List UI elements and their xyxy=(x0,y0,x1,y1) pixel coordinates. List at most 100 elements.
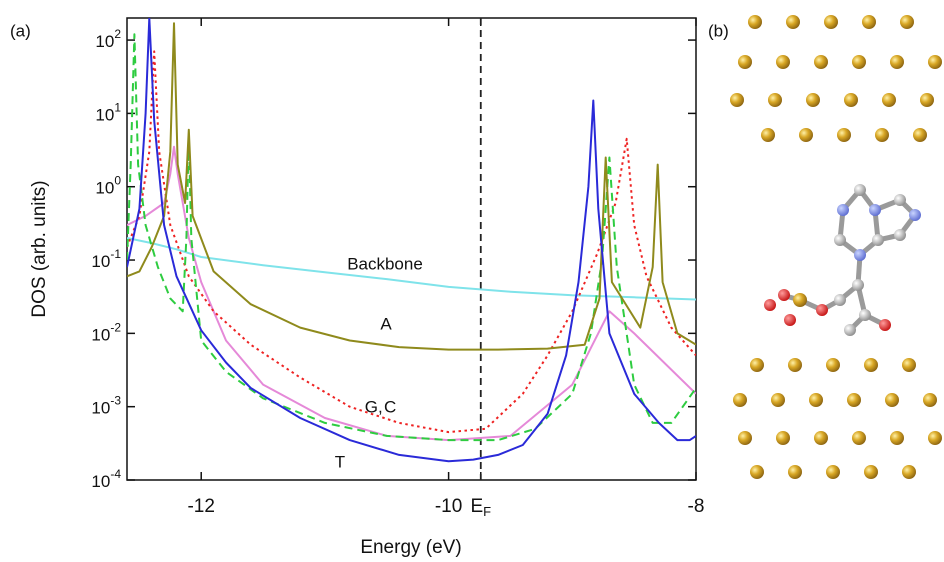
atom xyxy=(826,465,840,479)
atom xyxy=(852,279,864,291)
atom xyxy=(869,204,881,216)
atom xyxy=(809,393,823,407)
atom xyxy=(854,184,866,196)
x-tick-label: -10 xyxy=(435,496,462,517)
x-tick-base: E xyxy=(470,496,483,517)
x-tick-label: EF xyxy=(470,496,491,519)
y-tick-exponent: 0 xyxy=(114,174,121,188)
atom xyxy=(776,55,790,69)
atom xyxy=(859,309,871,321)
atom xyxy=(834,234,846,246)
y-tick-label: 10-1 xyxy=(91,247,121,271)
atom xyxy=(776,431,790,445)
y-tick-label: 100 xyxy=(95,174,121,198)
atom xyxy=(837,204,849,216)
atom xyxy=(879,319,891,331)
atom xyxy=(784,314,796,326)
y-tick-base: 10 xyxy=(91,399,110,418)
curve-label: A xyxy=(380,314,392,333)
atom xyxy=(764,299,776,311)
y-tick-exponent: -3 xyxy=(110,394,121,408)
atom xyxy=(894,194,906,206)
series-line xyxy=(127,145,696,442)
y-tick-exponent: 1 xyxy=(114,101,121,115)
atom xyxy=(793,293,807,307)
y-tick-base: 10 xyxy=(91,326,110,345)
x-tick-subscript: F xyxy=(483,504,491,519)
plot-frame xyxy=(126,17,697,481)
atom xyxy=(890,55,904,69)
atom xyxy=(814,431,828,445)
curve-label: G xyxy=(365,397,378,416)
atom xyxy=(847,393,861,407)
panel-label: (b) xyxy=(708,21,729,40)
atom xyxy=(761,128,775,142)
atom xyxy=(844,93,858,107)
y-tick-exponent: -1 xyxy=(110,247,121,261)
plot-area xyxy=(127,18,696,463)
atom xyxy=(872,234,884,246)
series-line xyxy=(127,50,696,434)
atom xyxy=(834,294,846,306)
atom xyxy=(733,393,747,407)
y-tick-label: 10-4 xyxy=(91,467,121,491)
atom xyxy=(913,128,927,142)
atom xyxy=(826,358,840,372)
curve-label: , xyxy=(378,397,383,416)
series-line xyxy=(127,33,696,442)
atom xyxy=(738,55,752,69)
atom xyxy=(854,249,866,261)
y-tick-label: 102 xyxy=(95,27,121,51)
y-tick-base: 10 xyxy=(95,106,114,125)
atom xyxy=(862,15,876,29)
atom xyxy=(894,229,906,241)
atom xyxy=(806,93,820,107)
atom xyxy=(864,465,878,479)
y-tick-exponent: -4 xyxy=(110,467,121,481)
atom xyxy=(928,55,942,69)
y-tick-exponent: -2 xyxy=(110,321,121,335)
x-tick-label: -12 xyxy=(187,496,214,517)
y-tick-exponent: 2 xyxy=(114,27,121,41)
curve-label: T xyxy=(335,452,345,471)
atom xyxy=(928,431,942,445)
atom xyxy=(814,55,828,69)
y-tick-base: 10 xyxy=(95,33,114,52)
atom xyxy=(852,431,866,445)
atom xyxy=(816,304,828,316)
y-tick-base: 10 xyxy=(91,472,110,491)
atom xyxy=(902,465,916,479)
atom xyxy=(885,393,899,407)
atom xyxy=(768,93,782,107)
atom xyxy=(748,15,762,29)
atom xyxy=(738,431,752,445)
atom xyxy=(900,15,914,29)
atom xyxy=(902,358,916,372)
x-tick-label: -8 xyxy=(688,496,705,517)
atom xyxy=(750,358,764,372)
atom xyxy=(730,93,744,107)
structure-panel xyxy=(730,15,942,479)
y-tick-label: 101 xyxy=(95,101,121,125)
atom xyxy=(920,93,934,107)
panel-label: (a) xyxy=(10,21,31,40)
atom xyxy=(824,15,838,29)
atom xyxy=(882,93,896,107)
atom xyxy=(852,55,866,69)
y-tick-label: 10-2 xyxy=(91,321,121,345)
y-axis-label: DOS (arb. units) xyxy=(29,180,50,317)
atom xyxy=(786,15,800,29)
x-axis-label: Energy (eV) xyxy=(360,537,461,558)
series-line xyxy=(127,18,696,463)
y-tick-label: 10-3 xyxy=(91,394,121,418)
atom xyxy=(778,289,790,301)
atom xyxy=(788,358,802,372)
y-tick-base: 10 xyxy=(91,253,110,272)
series-line xyxy=(127,22,696,351)
atom xyxy=(771,393,785,407)
atom xyxy=(799,128,813,142)
atom xyxy=(837,128,851,142)
atom xyxy=(864,358,878,372)
